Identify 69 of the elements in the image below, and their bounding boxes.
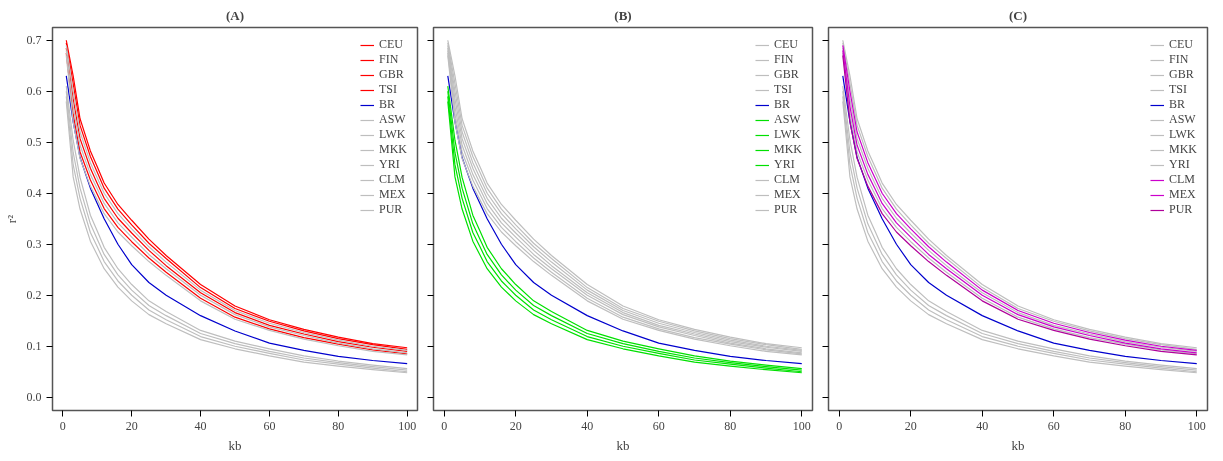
legend-label: YRI: [773, 157, 795, 172]
legend-label: ASW: [1168, 112, 1196, 127]
legend-label: CLM: [1168, 172, 1195, 187]
legend-label: GBR: [773, 67, 799, 82]
x-tick-label: 80: [332, 418, 345, 433]
legend-label: LWK: [773, 127, 801, 142]
legend-label: TSI: [773, 82, 793, 97]
x-tick-label: 100: [792, 418, 811, 433]
legend-label: CEU: [1168, 37, 1193, 52]
legend-label: ASW: [773, 112, 801, 127]
legend-label: ASW: [378, 112, 406, 127]
legend-label: MEX: [773, 187, 801, 202]
legend-label: GBR: [1168, 67, 1194, 82]
x-axis-title: kb: [1011, 437, 1025, 453]
x-axis-title: kb: [616, 437, 630, 453]
legend-label: CEU: [378, 37, 403, 52]
legend-label: MKK: [1168, 142, 1197, 157]
legend-label: BR: [378, 97, 396, 112]
legend-label: PUR: [1168, 202, 1193, 217]
chart-title: (C): [1008, 7, 1028, 23]
chart-title: (B): [614, 7, 632, 23]
x-tick-label: 40: [976, 418, 989, 433]
x-tick-label: 100: [1187, 418, 1206, 433]
legend-label: MKK: [378, 142, 407, 157]
x-tick-label: 0: [441, 418, 448, 433]
x-tick-label: 60: [1047, 418, 1060, 433]
legend-label: PUR: [378, 202, 403, 217]
legend-label: MEX: [378, 187, 406, 202]
legend-label: LWK: [1168, 127, 1196, 142]
legend-label: TSI: [378, 82, 398, 97]
x-tick-label: 60: [652, 418, 665, 433]
legend-label: TSI: [1168, 82, 1188, 97]
chart-title: (A): [225, 7, 245, 23]
x-tick-label: 40: [581, 418, 594, 433]
legend-label: FIN: [1168, 52, 1189, 67]
x-tick-label: 60: [263, 418, 276, 433]
y-tick-label: 0.6: [26, 84, 42, 99]
y-tick-label: 0.1: [26, 339, 42, 354]
legend-label: MKK: [773, 142, 802, 157]
y-tick-label: 0.0: [26, 390, 42, 405]
y-tick-label: 0.4: [26, 186, 42, 201]
legend-label: BR: [773, 97, 791, 112]
x-tick-label: 0: [836, 418, 843, 433]
legend-label: YRI: [378, 157, 400, 172]
legend-label: GBR: [378, 67, 404, 82]
x-tick-label: 20: [509, 418, 522, 433]
legend-label: CEU: [773, 37, 798, 52]
x-tick-label: 20: [125, 418, 138, 433]
x-tick-label: 80: [1119, 418, 1132, 433]
legend-label: PUR: [773, 202, 798, 217]
y-tick-label: 0.3: [26, 237, 42, 252]
x-axis-title: kb: [228, 437, 242, 453]
legend-label: FIN: [378, 52, 399, 67]
y-tick-label: 0.2: [26, 288, 42, 303]
x-tick-label: 40: [194, 418, 207, 433]
legend-label: BR: [1168, 97, 1186, 112]
x-tick-label: 20: [904, 418, 917, 433]
legend-label: LWK: [378, 127, 406, 142]
legend-label: FIN: [773, 52, 794, 67]
y-tick-label: 0.7: [26, 33, 42, 48]
x-tick-label: 80: [724, 418, 737, 433]
legend-label: CLM: [773, 172, 800, 187]
legend-label: MEX: [1168, 187, 1196, 202]
x-tick-label: 100: [398, 418, 417, 433]
legend-label: CLM: [378, 172, 405, 187]
x-tick-label: 0: [59, 418, 66, 433]
y-axis-title: r²: [3, 214, 19, 224]
legend-label: YRI: [1168, 157, 1190, 172]
y-tick-label: 0.5: [26, 135, 42, 150]
